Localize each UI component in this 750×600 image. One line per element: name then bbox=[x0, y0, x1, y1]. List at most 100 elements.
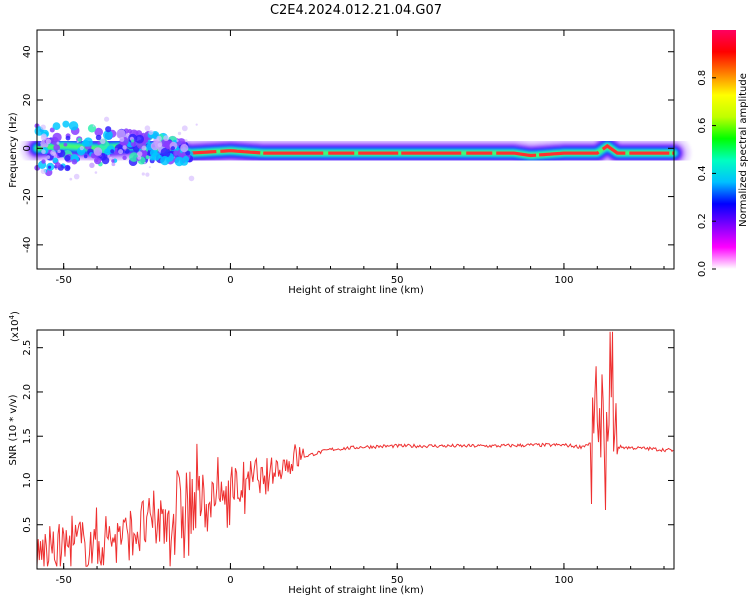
noise-outlier bbox=[137, 151, 143, 157]
noise-outlier bbox=[181, 125, 188, 132]
noise-blob bbox=[135, 134, 145, 144]
colorbar: 0.0 0.2 0.4 0.6 0.8 Normalized spectral ampl… bbox=[697, 30, 749, 277]
spectrogram-y-tick-label: 0 bbox=[22, 145, 33, 151]
noise-outlier bbox=[92, 125, 95, 127]
noise-blob bbox=[77, 137, 82, 142]
noise-blob bbox=[174, 156, 185, 167]
noise-outlier bbox=[57, 149, 61, 154]
noise-blob bbox=[68, 121, 79, 131]
snr-x-label: Height of straight line (km) bbox=[288, 585, 424, 596]
noise-outlier bbox=[104, 116, 110, 122]
noise-blob bbox=[122, 155, 127, 160]
spectrogram-y-ticks: 40 20 0 -20 -40 bbox=[22, 45, 674, 253]
noise-outlier bbox=[184, 139, 188, 143]
noise-blob bbox=[111, 162, 116, 167]
noise-blob bbox=[160, 147, 171, 158]
noise-blob bbox=[185, 150, 191, 156]
noise-blob bbox=[53, 144, 60, 151]
noise-blob bbox=[149, 149, 158, 157]
svg-text:(x104): (x104) bbox=[8, 311, 21, 342]
snr-y-tick-label: 2.5 bbox=[22, 340, 33, 356]
noise-blob bbox=[103, 154, 108, 159]
colorbar-tick-label: 0.6 bbox=[697, 118, 708, 134]
noise-blob bbox=[97, 141, 101, 145]
noise-outlier bbox=[148, 130, 154, 135]
snr-x-ticks: -50 0 50 100 bbox=[56, 330, 665, 586]
noise-blob bbox=[160, 138, 170, 148]
noise-blob bbox=[110, 149, 115, 154]
noise-outlier bbox=[79, 146, 84, 151]
spectrogram-y-label: Frequency (Hz) bbox=[8, 112, 19, 188]
noise-outlier bbox=[177, 131, 182, 136]
spectrogram-x-tick-label: -50 bbox=[56, 275, 72, 286]
noise-outlier bbox=[56, 141, 60, 145]
noise-blob bbox=[105, 126, 112, 133]
noise-outlier bbox=[141, 145, 147, 151]
noise-blob bbox=[52, 157, 59, 164]
snr-y-tick-label: 0.5 bbox=[22, 517, 33, 533]
noise-blob bbox=[101, 156, 110, 165]
spectrogram-y-tick-label: 40 bbox=[22, 45, 33, 58]
noise-outlier bbox=[144, 125, 151, 131]
noise-blob bbox=[170, 146, 175, 151]
noise-blob bbox=[131, 139, 135, 143]
noise-outlier bbox=[137, 155, 142, 160]
snr-x-tick-label: 50 bbox=[391, 575, 404, 586]
noise-blob bbox=[83, 154, 88, 159]
noise-outlier bbox=[40, 134, 47, 141]
noise-blob bbox=[150, 141, 160, 151]
noise-outlier bbox=[41, 149, 46, 154]
noise-outlier bbox=[156, 135, 162, 142]
noise-outlier bbox=[76, 140, 79, 143]
noise-outlier bbox=[45, 138, 52, 145]
noise-blob bbox=[37, 143, 41, 147]
snr-frame bbox=[36, 329, 675, 570]
spectral-peak-line bbox=[190, 143, 674, 158]
snr-y-tick-label: 1.5 bbox=[22, 428, 33, 444]
snr-x-tick-label: 0 bbox=[227, 575, 233, 586]
colorbar-label: Normalized spectral amplitude bbox=[738, 73, 749, 227]
noise-outlier bbox=[145, 172, 150, 177]
noise-blob bbox=[83, 137, 93, 147]
noise-outlier bbox=[73, 173, 80, 180]
noise-blob bbox=[160, 155, 170, 166]
noise-outlier bbox=[188, 175, 195, 182]
colorbar-gradient bbox=[712, 30, 736, 269]
noise-blob bbox=[173, 150, 179, 156]
noise-outlier bbox=[163, 135, 170, 142]
noise-blob bbox=[48, 165, 52, 169]
noise-blob bbox=[66, 165, 70, 170]
spectrogram-x-tick-label: 100 bbox=[554, 275, 573, 286]
snr-panel: -50 0 50 100 0.5 1.0 1.5 2.0 2.5 Height of stra… bbox=[8, 311, 675, 596]
snr-y-tick-label: 2.0 bbox=[22, 384, 33, 400]
noise-outlier bbox=[144, 161, 147, 165]
noise-outlier bbox=[46, 155, 51, 160]
noise-blob bbox=[87, 124, 97, 133]
noise-outlier bbox=[69, 177, 73, 181]
snr-multiplier: (x104) bbox=[8, 311, 21, 342]
noise-blob bbox=[49, 127, 55, 133]
spectrogram-y-tick-label: 20 bbox=[22, 94, 33, 107]
spectrogram-panel: -50 0 50 100 40 20 0 -20 -40 Height of straight… bbox=[8, 29, 691, 296]
noise-blob bbox=[41, 159, 46, 164]
spectrogram-plot-area bbox=[20, 116, 691, 182]
snr-x-tick-label: 100 bbox=[554, 575, 573, 586]
noise-outlier bbox=[157, 142, 162, 148]
noise-blob bbox=[127, 129, 132, 134]
noise-outlier bbox=[176, 139, 179, 142]
noise-blob bbox=[145, 155, 150, 160]
noise-blob bbox=[94, 127, 103, 137]
noise-blob bbox=[180, 144, 189, 153]
snr-multiplier-exponent: 4 bbox=[8, 314, 16, 319]
noise-outlier bbox=[100, 138, 106, 144]
noise-outlier bbox=[141, 172, 145, 176]
noise-outlier bbox=[40, 168, 47, 174]
colorbar-tick-label: 0.4 bbox=[697, 165, 708, 181]
noise-blob bbox=[54, 162, 61, 168]
noise-blob bbox=[111, 159, 115, 163]
noise-blob bbox=[71, 158, 78, 165]
colorbar-ticks: 0.0 0.2 0.4 0.6 0.8 bbox=[697, 70, 716, 277]
noise-blob bbox=[93, 147, 103, 156]
snr-y-tick-label: 1.0 bbox=[22, 473, 33, 489]
noise-blob bbox=[52, 122, 61, 130]
